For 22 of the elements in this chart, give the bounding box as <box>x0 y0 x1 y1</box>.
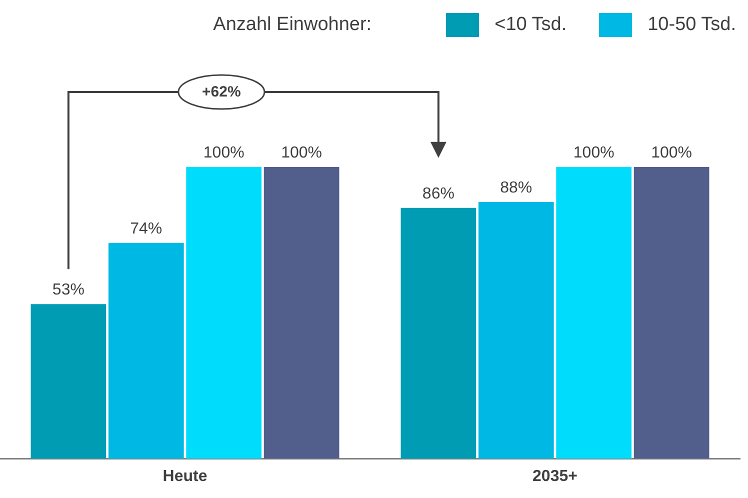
bar <box>30 304 106 459</box>
legend-label: 10-50 Tsd. <box>648 14 736 36</box>
legend-title: Anzahl Einwohner: <box>213 14 372 36</box>
data-label: 100% <box>281 144 322 162</box>
data-label: 53% <box>52 282 84 299</box>
x-tick-label: 2035+ <box>532 468 578 485</box>
bar <box>108 242 184 459</box>
bar <box>478 202 554 459</box>
data-label: 100% <box>203 144 244 162</box>
data-label: 74% <box>130 220 162 238</box>
data-label: 86% <box>422 185 454 202</box>
bar <box>400 208 476 459</box>
bar <box>556 167 632 459</box>
text: +62% <box>202 84 241 100</box>
legend-label: <10 Tsd. <box>494 14 567 36</box>
data-label: 100% <box>651 144 692 162</box>
x-tick-label: Heute <box>162 468 208 485</box>
bar <box>264 167 340 459</box>
data-label: 100% <box>573 144 614 162</box>
bar <box>634 167 710 459</box>
data-label: 88% <box>500 179 532 196</box>
bar <box>186 167 262 459</box>
